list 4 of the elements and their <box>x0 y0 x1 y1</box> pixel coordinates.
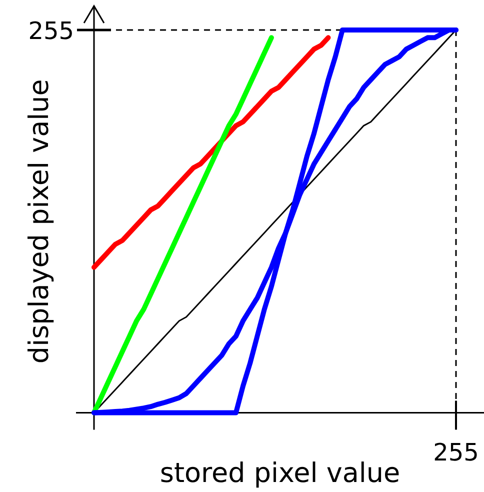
y-axis-title: displayed pixel value <box>24 79 55 364</box>
text: 255 <box>28 17 74 45</box>
text: 255 <box>433 438 479 467</box>
x-axis-title: stored pixel value <box>160 458 400 489</box>
